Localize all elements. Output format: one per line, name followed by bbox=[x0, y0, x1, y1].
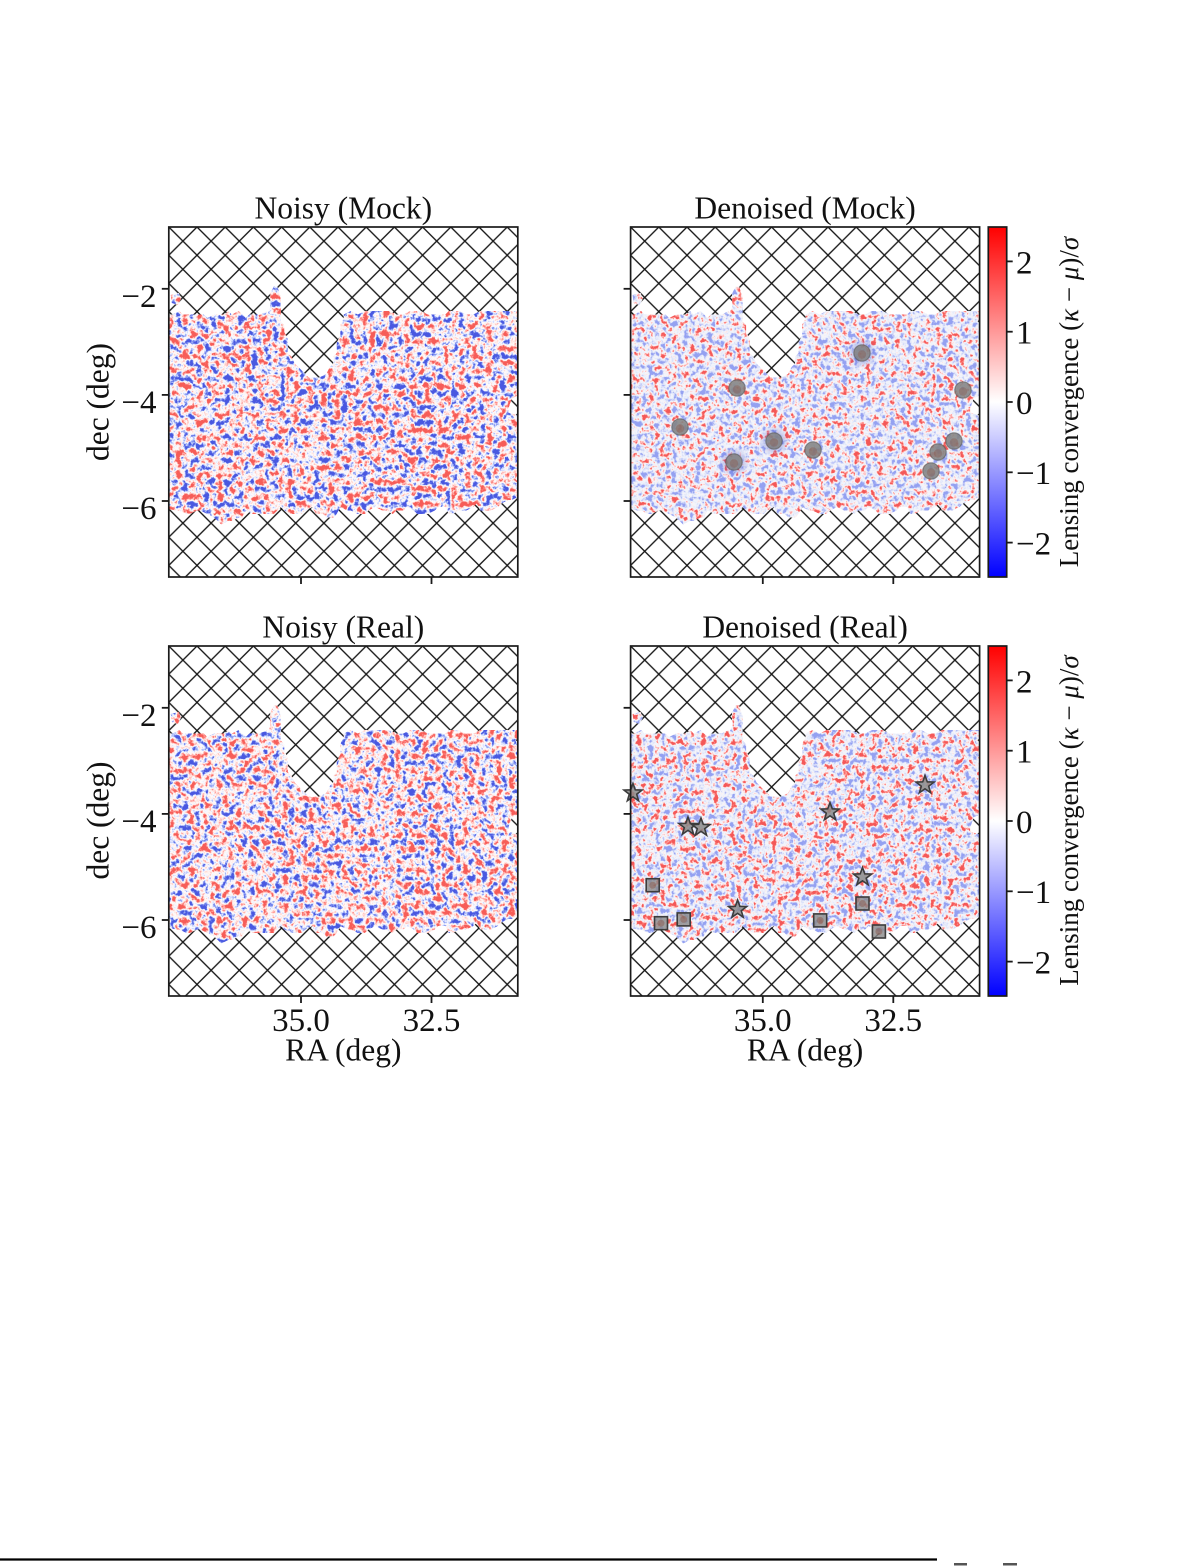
svg-text:Denoised (Mock): Denoised (Mock) bbox=[694, 191, 915, 226]
svg-text:Denoised (Real): Denoised (Real) bbox=[702, 610, 908, 645]
svg-text:0: 0 bbox=[1016, 386, 1033, 422]
svg-text:Noisy (Real): Noisy (Real) bbox=[262, 610, 424, 645]
svg-text:−4: −4 bbox=[121, 804, 156, 840]
svg-text:35.0: 35.0 bbox=[734, 1003, 792, 1039]
svg-text:Lensing convergence (κ − μ)/σ: Lensing convergence (κ − μ)/σ bbox=[1054, 235, 1084, 567]
svg-text:dec (deg): dec (deg) bbox=[81, 343, 116, 461]
svg-text:−1: −1 bbox=[1016, 875, 1051, 911]
svg-text:1: 1 bbox=[1016, 316, 1033, 352]
svg-text:dec (deg): dec (deg) bbox=[81, 761, 116, 879]
svg-text:Lensing convergence (κ − μ)/σ: Lensing convergence (κ − μ)/σ bbox=[1054, 654, 1084, 986]
svg-text:−2: −2 bbox=[121, 279, 156, 315]
svg-text:−2: −2 bbox=[1016, 945, 1051, 981]
svg-text:2: 2 bbox=[1016, 664, 1033, 700]
svg-text:−2: −2 bbox=[1016, 526, 1051, 562]
svg-text:Noisy (Mock): Noisy (Mock) bbox=[254, 191, 432, 226]
svg-text:35.0: 35.0 bbox=[272, 1003, 330, 1039]
svg-text:1: 1 bbox=[1016, 735, 1033, 771]
svg-text:−1: −1 bbox=[1016, 456, 1051, 492]
svg-text:RA (deg): RA (deg) bbox=[747, 1033, 863, 1068]
svg-text:0: 0 bbox=[1016, 805, 1033, 841]
svg-text:−4: −4 bbox=[121, 385, 156, 421]
svg-text:−6: −6 bbox=[121, 491, 156, 527]
svg-text:2: 2 bbox=[1016, 245, 1033, 281]
svg-text:−6: −6 bbox=[121, 910, 156, 946]
svg-text:RA (deg): RA (deg) bbox=[285, 1033, 401, 1068]
svg-text:−2: −2 bbox=[121, 698, 156, 734]
svg-text:32.5: 32.5 bbox=[403, 1003, 461, 1039]
svg-text:32.5: 32.5 bbox=[864, 1003, 922, 1039]
